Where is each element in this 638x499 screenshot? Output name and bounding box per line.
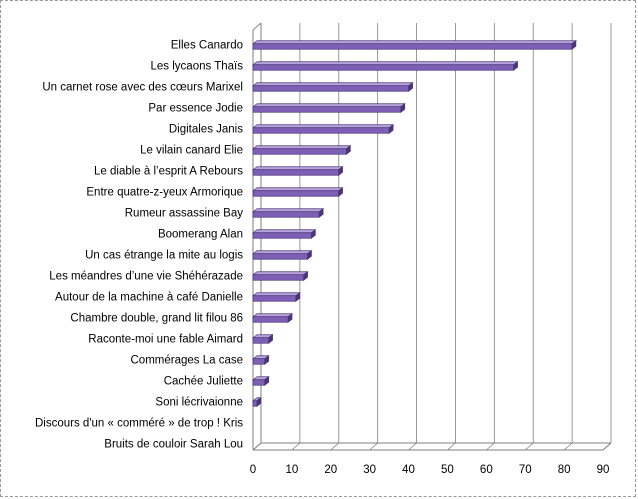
x-tick-label-10: 10	[285, 464, 298, 476]
bar-front-face	[252, 127, 390, 134]
bar-top-face	[251, 145, 352, 150]
floor-right-edge	[602, 442, 612, 451]
bar-0	[251, 40, 577, 50]
floor-tick-70	[524, 442, 534, 451]
bar-front-face	[252, 85, 409, 92]
floor-tick-20	[330, 442, 340, 451]
bar-top-face	[251, 40, 577, 45]
bar-top-face	[251, 208, 325, 213]
category-labels: Elles Canardo Les lycaons Thaïs Un carnet …	[35, 40, 243, 451]
x-tick-label-90: 90	[597, 464, 610, 476]
x-tick-label-80: 80	[558, 464, 571, 476]
category-label-5: Le vilain canard Elie	[140, 145, 243, 157]
floor-tick-40	[408, 442, 417, 451]
category-label-4: Digitales Janis	[169, 124, 243, 136]
bar-layer	[251, 40, 577, 407]
bar-front-face	[252, 148, 347, 155]
floor-tick-10	[291, 442, 301, 451]
bar-top-face	[251, 103, 406, 108]
bar-front-face	[252, 379, 266, 386]
bar-front-face	[252, 106, 402, 113]
floor-tick-50	[447, 442, 456, 451]
category-label-1: Les lycaons Thaïs	[151, 61, 244, 73]
x-tick-label-20: 20	[324, 464, 337, 476]
bar-4	[251, 124, 395, 134]
category-label-10: Un cas étrange la mite au logis	[85, 250, 243, 262]
bar-top-face	[251, 124, 395, 129]
bar-12	[251, 292, 301, 302]
bar-front-face	[252, 274, 304, 281]
category-label-12: Autour de la machine à café Danielle	[55, 292, 243, 304]
x-tick-label-30: 30	[363, 464, 376, 476]
bar-front-face	[252, 169, 339, 176]
category-label-8: Rumeur assassine Bay	[125, 208, 243, 220]
category-label-14: Raconte-moi une fable Aimard	[88, 334, 243, 346]
category-label-15: Commérages La case	[131, 355, 244, 367]
bar-front-face	[252, 211, 320, 218]
category-label-13: Chambre double, grand lit filou 86	[70, 313, 243, 325]
bar-front-face	[252, 337, 269, 344]
bar-7	[251, 187, 344, 197]
x-tick-label-40: 40	[402, 464, 415, 476]
bar-1	[251, 61, 519, 71]
bar-top-face	[251, 229, 317, 234]
bar-8	[251, 208, 325, 218]
bar-top-face	[251, 292, 301, 297]
bar-11	[251, 271, 309, 281]
category-label-17: Soni lécrivaionne	[155, 397, 243, 409]
category-label-3: Par essence Jodie	[148, 103, 243, 115]
bar-9	[251, 229, 317, 239]
floor-left-edge	[252, 442, 262, 451]
bar-3	[251, 103, 406, 113]
bar-front-face	[252, 295, 297, 302]
bar-15	[251, 355, 270, 365]
bar-front-face	[252, 190, 339, 197]
category-label-7: Entre quatre-z-yeux Armorique	[86, 187, 243, 199]
bar-top-face	[251, 61, 519, 66]
bar-14	[251, 334, 274, 344]
category-label-19: Bruits de couloir Sarah Lou	[104, 439, 243, 451]
category-label-18: Discours d'un « comméré » de trop ! Kris	[35, 418, 243, 430]
category-label-0: Elles Canardo	[171, 40, 243, 52]
x-tick-label-50: 50	[441, 464, 454, 476]
floor-tick-80	[563, 442, 573, 451]
category-label-6: Le diable à l’esprit A Rebours	[94, 166, 243, 178]
category-label-16: Cachée Juliette	[164, 376, 243, 388]
bar-top-face	[251, 166, 344, 171]
bar-front-face	[252, 253, 308, 260]
x-tick-label-60: 60	[480, 464, 493, 476]
bar-6	[251, 166, 344, 176]
bar-2	[251, 82, 414, 92]
bar-front-face	[252, 316, 289, 323]
bar-front-face	[252, 358, 266, 365]
bar-10	[251, 250, 313, 260]
bar-front-face	[252, 400, 258, 407]
x-tick-labels: 0 10 20 30 40 50 60 70 80 90	[250, 464, 610, 476]
floor-tick-60	[486, 442, 495, 451]
bar-17	[251, 397, 262, 407]
bar-top-face	[251, 271, 309, 276]
bar-13	[251, 313, 294, 323]
bar-front-face	[252, 43, 573, 50]
bar-top-face	[251, 187, 344, 192]
bar-front-face	[252, 232, 312, 239]
x-tick-label-70: 70	[519, 464, 532, 476]
bar-top-face	[251, 82, 414, 87]
category-label-11: Les méandres d’une vie Shéhérazade	[49, 271, 243, 283]
bar-top-face	[251, 313, 294, 318]
wall-top-edge	[252, 22, 262, 31]
bar-5	[251, 145, 352, 155]
category-label-9: Boomerang Alan	[158, 229, 243, 241]
x-tick-label-0: 0	[250, 464, 256, 476]
floor-tick-30	[369, 442, 378, 451]
bar-front-face	[252, 64, 514, 71]
category-label-2: Un carnet rose avec des cœurs Marixel	[42, 82, 243, 94]
bar-16	[251, 376, 270, 386]
bar-top-face	[251, 250, 313, 255]
